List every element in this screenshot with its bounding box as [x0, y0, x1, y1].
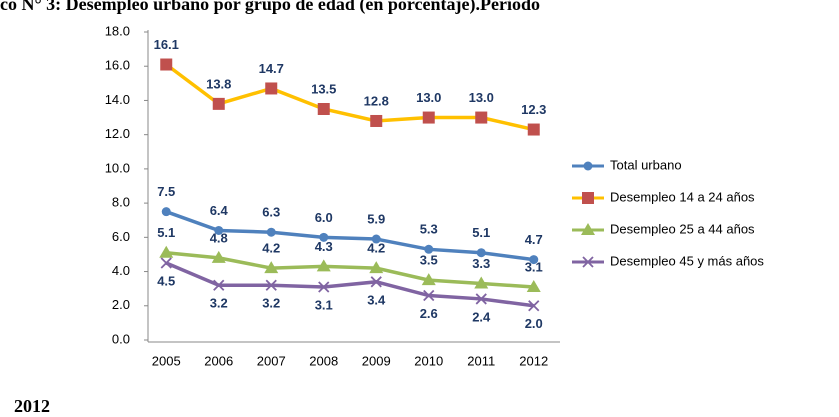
data-point — [475, 111, 488, 124]
data-label: 4.2 — [262, 241, 280, 256]
x-tick-label: 2006 — [204, 353, 233, 368]
data-point — [265, 279, 277, 291]
series-line — [165, 63, 535, 132]
x-tick-label: 2012 — [519, 353, 548, 368]
x-tick-label: 2011 — [467, 353, 495, 368]
x-tick-label: 2005 — [152, 353, 181, 368]
data-label: 4.7 — [525, 232, 543, 247]
data-point — [213, 279, 225, 291]
y-tick-label: 6.0 — [112, 229, 130, 244]
y-tick-label: 10.0 — [105, 160, 130, 175]
data-label: 7.5 — [157, 184, 175, 199]
data-label: 3.3 — [472, 256, 490, 271]
data-point — [474, 276, 489, 289]
data-label: 4.2 — [367, 241, 385, 256]
data-point — [370, 276, 382, 288]
data-point — [424, 244, 434, 254]
data-label: 2.4 — [472, 309, 491, 324]
y-tick-label: 2.0 — [112, 297, 130, 312]
data-point — [161, 207, 171, 217]
data-label: 14.7 — [259, 61, 284, 76]
data-point — [476, 248, 486, 258]
data-label: 3.5 — [420, 253, 438, 268]
series-line — [165, 261, 534, 308]
data-label: 4.8 — [210, 230, 228, 245]
y-tick-label: 8.0 — [112, 195, 130, 210]
data-label: 5.9 — [367, 211, 385, 226]
legend-marker — [583, 161, 593, 171]
data-label: 2.6 — [420, 306, 438, 321]
data-label: 3.2 — [262, 296, 280, 311]
data-point — [369, 261, 384, 274]
data-label: 2.0 — [525, 316, 543, 331]
data-label: 5.3 — [420, 222, 438, 237]
x-tick-label: 2009 — [362, 353, 391, 368]
series-line — [166, 250, 534, 289]
data-label: 13.0 — [469, 90, 494, 105]
data-point — [422, 111, 435, 124]
data-label: 13.8 — [206, 76, 231, 91]
data-point — [528, 300, 540, 312]
data-point — [265, 82, 278, 95]
y-tick-label: 18.0 — [105, 23, 130, 38]
data-point — [264, 261, 279, 274]
data-label: 5.1 — [472, 225, 490, 240]
y-tick-label: 0.0 — [112, 331, 130, 346]
data-point — [421, 273, 436, 286]
data-point — [160, 257, 172, 269]
y-tick-label: 14.0 — [105, 92, 130, 107]
data-point — [212, 97, 225, 110]
data-label: 4.5 — [157, 273, 175, 288]
data-point — [370, 114, 383, 127]
data-point — [160, 58, 173, 71]
legend-label: Desempleo 45 y más años — [610, 253, 764, 268]
data-point — [319, 232, 329, 242]
legend-marker — [582, 192, 594, 204]
legend-label: Desempleo 14 a 24 años — [610, 189, 755, 204]
data-label: 3.1 — [525, 259, 543, 274]
data-point — [214, 225, 224, 235]
data-point — [527, 123, 540, 136]
y-tick-label: 12.0 — [105, 126, 130, 141]
data-point — [423, 289, 435, 302]
data-label: 6.3 — [262, 205, 280, 220]
data-label: 13.5 — [311, 81, 336, 96]
data-point — [316, 259, 331, 272]
data-point — [211, 250, 226, 263]
data-label: 6.0 — [315, 210, 333, 225]
chart-subtitle: 2012 — [14, 396, 50, 416]
data-label: 3.4 — [367, 292, 386, 307]
y-tick-label: 4.0 — [112, 263, 130, 278]
data-label: 3.2 — [210, 296, 228, 311]
series-line — [165, 210, 534, 262]
chart-title: co N° 3: Desempleo urbano por grupo de e… — [0, 0, 540, 15]
data-point — [526, 279, 541, 292]
data-point — [318, 281, 330, 293]
data-point — [371, 234, 381, 244]
data-point — [529, 255, 539, 265]
data-point — [266, 227, 276, 237]
data-label: 16.1 — [154, 37, 179, 52]
data-label: 4.3 — [315, 239, 333, 254]
data-label: 12.8 — [364, 93, 389, 108]
data-point — [159, 245, 174, 258]
x-tick-label: 2010 — [414, 353, 443, 368]
data-point — [317, 103, 330, 115]
legend-label: Desempleo 25 a 44 años — [610, 221, 755, 236]
x-tick-label: 2008 — [309, 353, 338, 368]
y-tick-label: 16.0 — [105, 58, 130, 73]
data-label: 6.4 — [210, 203, 229, 218]
data-point — [475, 293, 487, 305]
data-label: 13.0 — [416, 90, 441, 105]
data-label: 5.1 — [157, 225, 175, 240]
x-tick-label: 2007 — [257, 353, 286, 368]
data-label: 3.1 — [315, 297, 333, 312]
data-label: 12.3 — [521, 102, 546, 117]
legend-marker — [581, 223, 595, 235]
legend-label: Total urbano — [610, 157, 682, 172]
legend-marker — [582, 256, 594, 268]
